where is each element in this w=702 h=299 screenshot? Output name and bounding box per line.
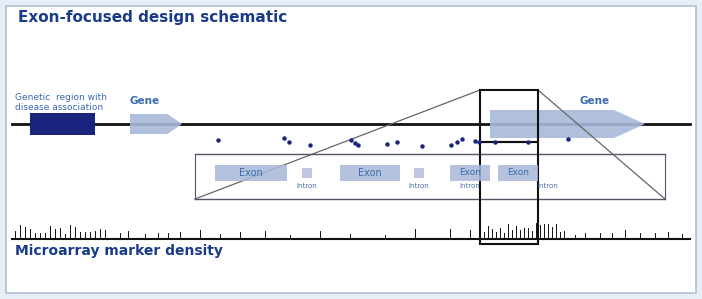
Text: Exon-focused design schematic: Exon-focused design schematic bbox=[18, 10, 287, 25]
Polygon shape bbox=[490, 110, 645, 138]
Bar bbox=[340, 164, 400, 181]
Bar bbox=[302, 167, 312, 178]
Text: Exon: Exon bbox=[459, 168, 481, 177]
Text: Gene: Gene bbox=[580, 96, 610, 106]
Text: Intron: Intron bbox=[460, 182, 480, 188]
Bar bbox=[215, 164, 287, 181]
Bar bbox=[498, 164, 538, 181]
Text: Exon: Exon bbox=[358, 167, 382, 178]
Text: Intron: Intron bbox=[297, 182, 317, 188]
Text: disease association: disease association bbox=[15, 103, 103, 112]
Bar bbox=[414, 167, 424, 178]
Polygon shape bbox=[130, 114, 182, 134]
Text: Exon: Exon bbox=[239, 167, 263, 178]
Bar bbox=[30, 113, 95, 135]
Text: Genetic  region with: Genetic region with bbox=[15, 93, 107, 102]
Bar bbox=[480, 142, 538, 244]
Text: Exon: Exon bbox=[507, 168, 529, 177]
Text: Intron: Intron bbox=[538, 182, 558, 188]
Text: Gene: Gene bbox=[130, 96, 160, 106]
Text: Microarray marker density: Microarray marker density bbox=[15, 244, 223, 258]
Bar bbox=[480, 90, 538, 142]
Bar bbox=[450, 164, 490, 181]
Text: Intron: Intron bbox=[409, 182, 430, 188]
